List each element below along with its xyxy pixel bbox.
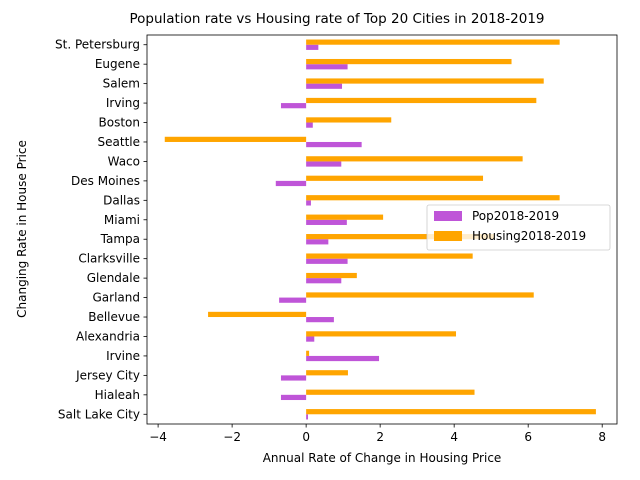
- x-tick-label: −4: [149, 430, 167, 444]
- y-tick-label: Irving: [106, 96, 140, 110]
- bar-pop-salem: [306, 83, 343, 89]
- legend-swatch-housing: [434, 231, 462, 241]
- bar-pop-irvine: [306, 355, 380, 362]
- bar-pop-boston: [306, 122, 313, 128]
- y-tick-label: Des Moines: [71, 174, 140, 188]
- bar-housing-bellevue: [208, 311, 307, 318]
- bar-pop-des-moines: [275, 180, 307, 187]
- bar-pop-irving: [280, 103, 307, 109]
- y-tick-label: Seattle: [98, 135, 140, 149]
- bar-pop-eugene: [306, 64, 348, 70]
- bar-housing-irvine: [306, 350, 310, 356]
- bar-pop-salt-lake-city: [306, 414, 308, 420]
- bar-pop-seattle: [306, 141, 362, 148]
- bar-pop-garland: [279, 297, 307, 303]
- bar-pop-miami: [306, 219, 347, 225]
- bar-pop-st-petersburg: [306, 44, 319, 50]
- plot-frame: [146, 34, 618, 425]
- legend-label-housing: Housing2018-2019: [472, 229, 586, 243]
- x-axis-ticks: −4 −2 0 2 4 6 8: [149, 424, 606, 444]
- y-tick-label: Boston: [99, 116, 140, 130]
- chart-title: Population rate vs Housing rate of Top 2…: [129, 11, 544, 27]
- x-tick-label: 2: [376, 430, 384, 444]
- y-tick-label: St. Petersburg: [55, 38, 140, 52]
- bar-housing-dallas: [306, 195, 560, 201]
- y-tick-label: Clarksville: [78, 252, 140, 266]
- legend-swatch-pop: [434, 211, 462, 221]
- bar-pop-alexandria: [306, 336, 315, 342]
- y-tick-label: Alexandria: [76, 329, 140, 343]
- y-tick-label: Miami: [104, 213, 140, 227]
- bar-pop-jersey-city: [280, 375, 307, 381]
- bar-pop-waco: [306, 161, 342, 167]
- bar-housing-st-petersburg: [306, 39, 560, 45]
- x-axis-label: Annual Rate of Change in Housing Price: [263, 451, 502, 465]
- bar-housing-clarksville: [306, 253, 473, 259]
- y-tick-label: Salem: [103, 77, 140, 91]
- bar-pop-tampa: [306, 239, 329, 245]
- x-tick-label: −2: [223, 430, 241, 444]
- y-axis-label: Changing Rate in House Price: [15, 140, 29, 318]
- bar-housing-alexandria: [306, 331, 457, 337]
- x-tick-label: 4: [450, 430, 458, 444]
- bar-pop-hialeah: [280, 394, 307, 401]
- y-tick-label: Salt Lake City: [58, 407, 140, 421]
- y-tick-label: Waco: [108, 154, 140, 168]
- bar-pop-clarksville: [306, 258, 348, 264]
- y-tick-label: Bellevue: [88, 310, 140, 324]
- legend: Pop2018-2019 Housing2018-2019: [426, 204, 611, 251]
- bar-housing-seattle: [164, 136, 307, 142]
- bar-pop-glendale: [306, 278, 342, 284]
- legend-label-pop: Pop2018-2019: [472, 209, 559, 223]
- bar-housing-jersey-city: [306, 370, 348, 376]
- y-tick-label: Eugene: [95, 57, 140, 71]
- bar-pop-dallas: [306, 200, 311, 206]
- y-tick-label: Dallas: [103, 193, 140, 207]
- y-tick-label: Irvine: [106, 349, 140, 363]
- bar-housing-garland: [306, 292, 534, 298]
- y-tick-label: Hialeah: [95, 388, 140, 402]
- bar-housing-tampa: [306, 234, 495, 240]
- bar-housing-des-moines: [306, 175, 484, 181]
- bar-pop-bellevue: [306, 317, 334, 323]
- bar-housing-glendale: [306, 272, 357, 279]
- y-tick-label: Tampa: [100, 232, 140, 246]
- bars-layer: [164, 39, 596, 420]
- y-tick-label: Glendale: [87, 271, 140, 285]
- bar-housing-waco: [306, 156, 523, 162]
- bar-housing-hialeah: [306, 389, 475, 395]
- bar-housing-salt-lake-city: [306, 409, 596, 415]
- bar-housing-eugene: [306, 58, 512, 65]
- bar-housing-irving: [306, 97, 537, 104]
- bar-housing-boston: [306, 117, 392, 123]
- y-axis-ticks: Salt Lake City Hialeah Jersey City Irvine Al…: [55, 38, 147, 421]
- legend-frame: [426, 204, 611, 251]
- y-tick-label: Jersey City: [75, 368, 140, 382]
- bar-housing-miami: [306, 214, 384, 220]
- bar-housing-salem: [306, 78, 544, 84]
- x-tick-label: 6: [524, 430, 532, 444]
- x-tick-label: 8: [598, 430, 606, 444]
- x-tick-label: 0: [302, 430, 310, 444]
- y-tick-label: Garland: [93, 291, 141, 305]
